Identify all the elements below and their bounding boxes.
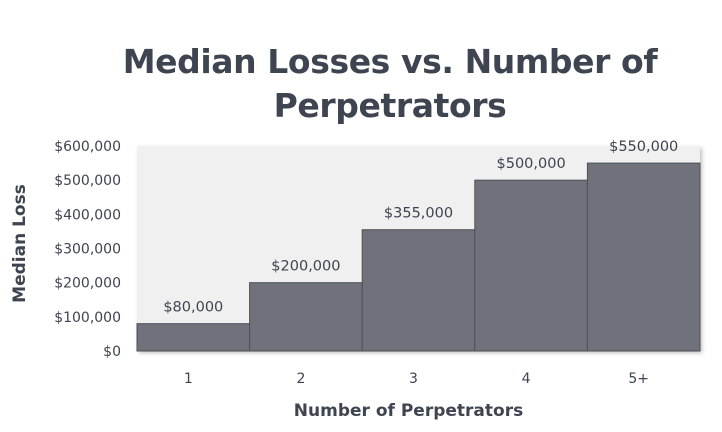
y-tick-label: $500,000 bbox=[54, 173, 121, 189]
data-label-1: $80,000 bbox=[163, 300, 223, 316]
chart-title-line-2: Perpetrators bbox=[273, 86, 507, 125]
chart-title: Median Losses vs. Number of Perpetrators bbox=[90, 40, 690, 128]
x-axis-title: Number of Perpetrators bbox=[294, 401, 523, 421]
data-label-3: $355,000 bbox=[384, 206, 453, 222]
chart-title-line-1: Median Losses vs. Number of bbox=[122, 42, 658, 81]
x-tick-label: 5+ bbox=[628, 371, 649, 387]
y-tick-label: $0 bbox=[103, 344, 121, 360]
data-label-5+: $550,000 bbox=[609, 139, 678, 155]
data-label-4: $500,000 bbox=[497, 156, 566, 172]
x-tick-label: 4 bbox=[522, 371, 531, 387]
y-axis-title: Median Loss bbox=[10, 184, 30, 303]
y-tick-label: $100,000 bbox=[54, 310, 121, 326]
bar-2 bbox=[249, 282, 363, 352]
y-tick-label: $600,000 bbox=[54, 139, 121, 155]
x-tick-label: 3 bbox=[409, 371, 418, 387]
x-tick-label: 2 bbox=[296, 371, 305, 387]
y-tick-label: $400,000 bbox=[54, 207, 121, 223]
x-tick-label: 1 bbox=[184, 371, 193, 387]
y-tick-label: $300,000 bbox=[54, 242, 121, 258]
bar-5+ bbox=[586, 162, 701, 352]
y-tick-label: $200,000 bbox=[54, 276, 121, 292]
bar-3 bbox=[361, 229, 476, 352]
bar-1 bbox=[136, 323, 251, 352]
bar-4 bbox=[474, 179, 588, 352]
data-label-2: $200,000 bbox=[271, 259, 340, 275]
